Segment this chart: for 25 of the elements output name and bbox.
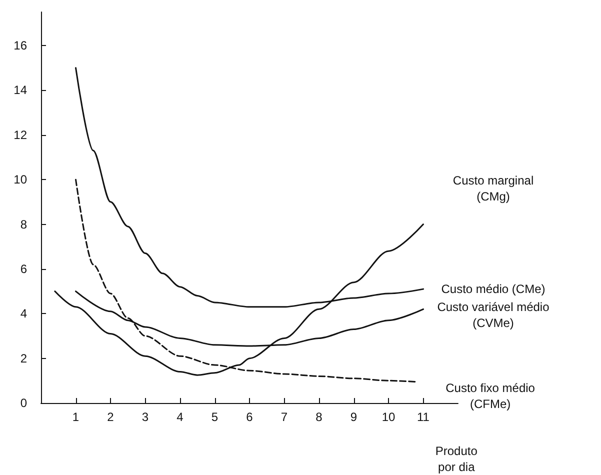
series-label: Custo médio (CMe)	[441, 282, 546, 296]
text: Custo fixo médio (CFMe)	[446, 380, 536, 411]
x-tick-label: 2	[107, 410, 114, 424]
y-tick-label: 12	[14, 128, 28, 142]
y-tick-label: 6	[20, 262, 28, 276]
x-tick-label: 9	[350, 410, 358, 424]
y-tick-label: 4	[20, 306, 28, 321]
y-tick-label: 10	[14, 172, 28, 187]
x-tick-label: 6	[246, 410, 254, 424]
x-axis-title: Produto por dia	[435, 444, 478, 474]
series-label: Custo variável médio (CVMe)	[437, 300, 550, 330]
x-tick-label: 1	[72, 410, 80, 424]
x-tick-label: 10	[382, 410, 396, 424]
y-tick-label: 14	[14, 83, 28, 98]
x-tick-label: 11	[417, 410, 430, 424]
text: Custo marginal (CMg)	[452, 173, 534, 204]
x-tick-label: 8	[316, 410, 323, 424]
y-tick-label: 0	[20, 396, 28, 410]
y-tick-label: 8	[20, 217, 28, 232]
x-tick-label: 7	[280, 410, 288, 424]
x-tick-label: 5	[211, 410, 218, 424]
x-tick-label: 3	[142, 410, 149, 424]
x-tick-label: 4	[176, 410, 184, 424]
y-tick-label: 16	[14, 38, 28, 53]
y-tick-label: 2	[20, 351, 28, 366]
